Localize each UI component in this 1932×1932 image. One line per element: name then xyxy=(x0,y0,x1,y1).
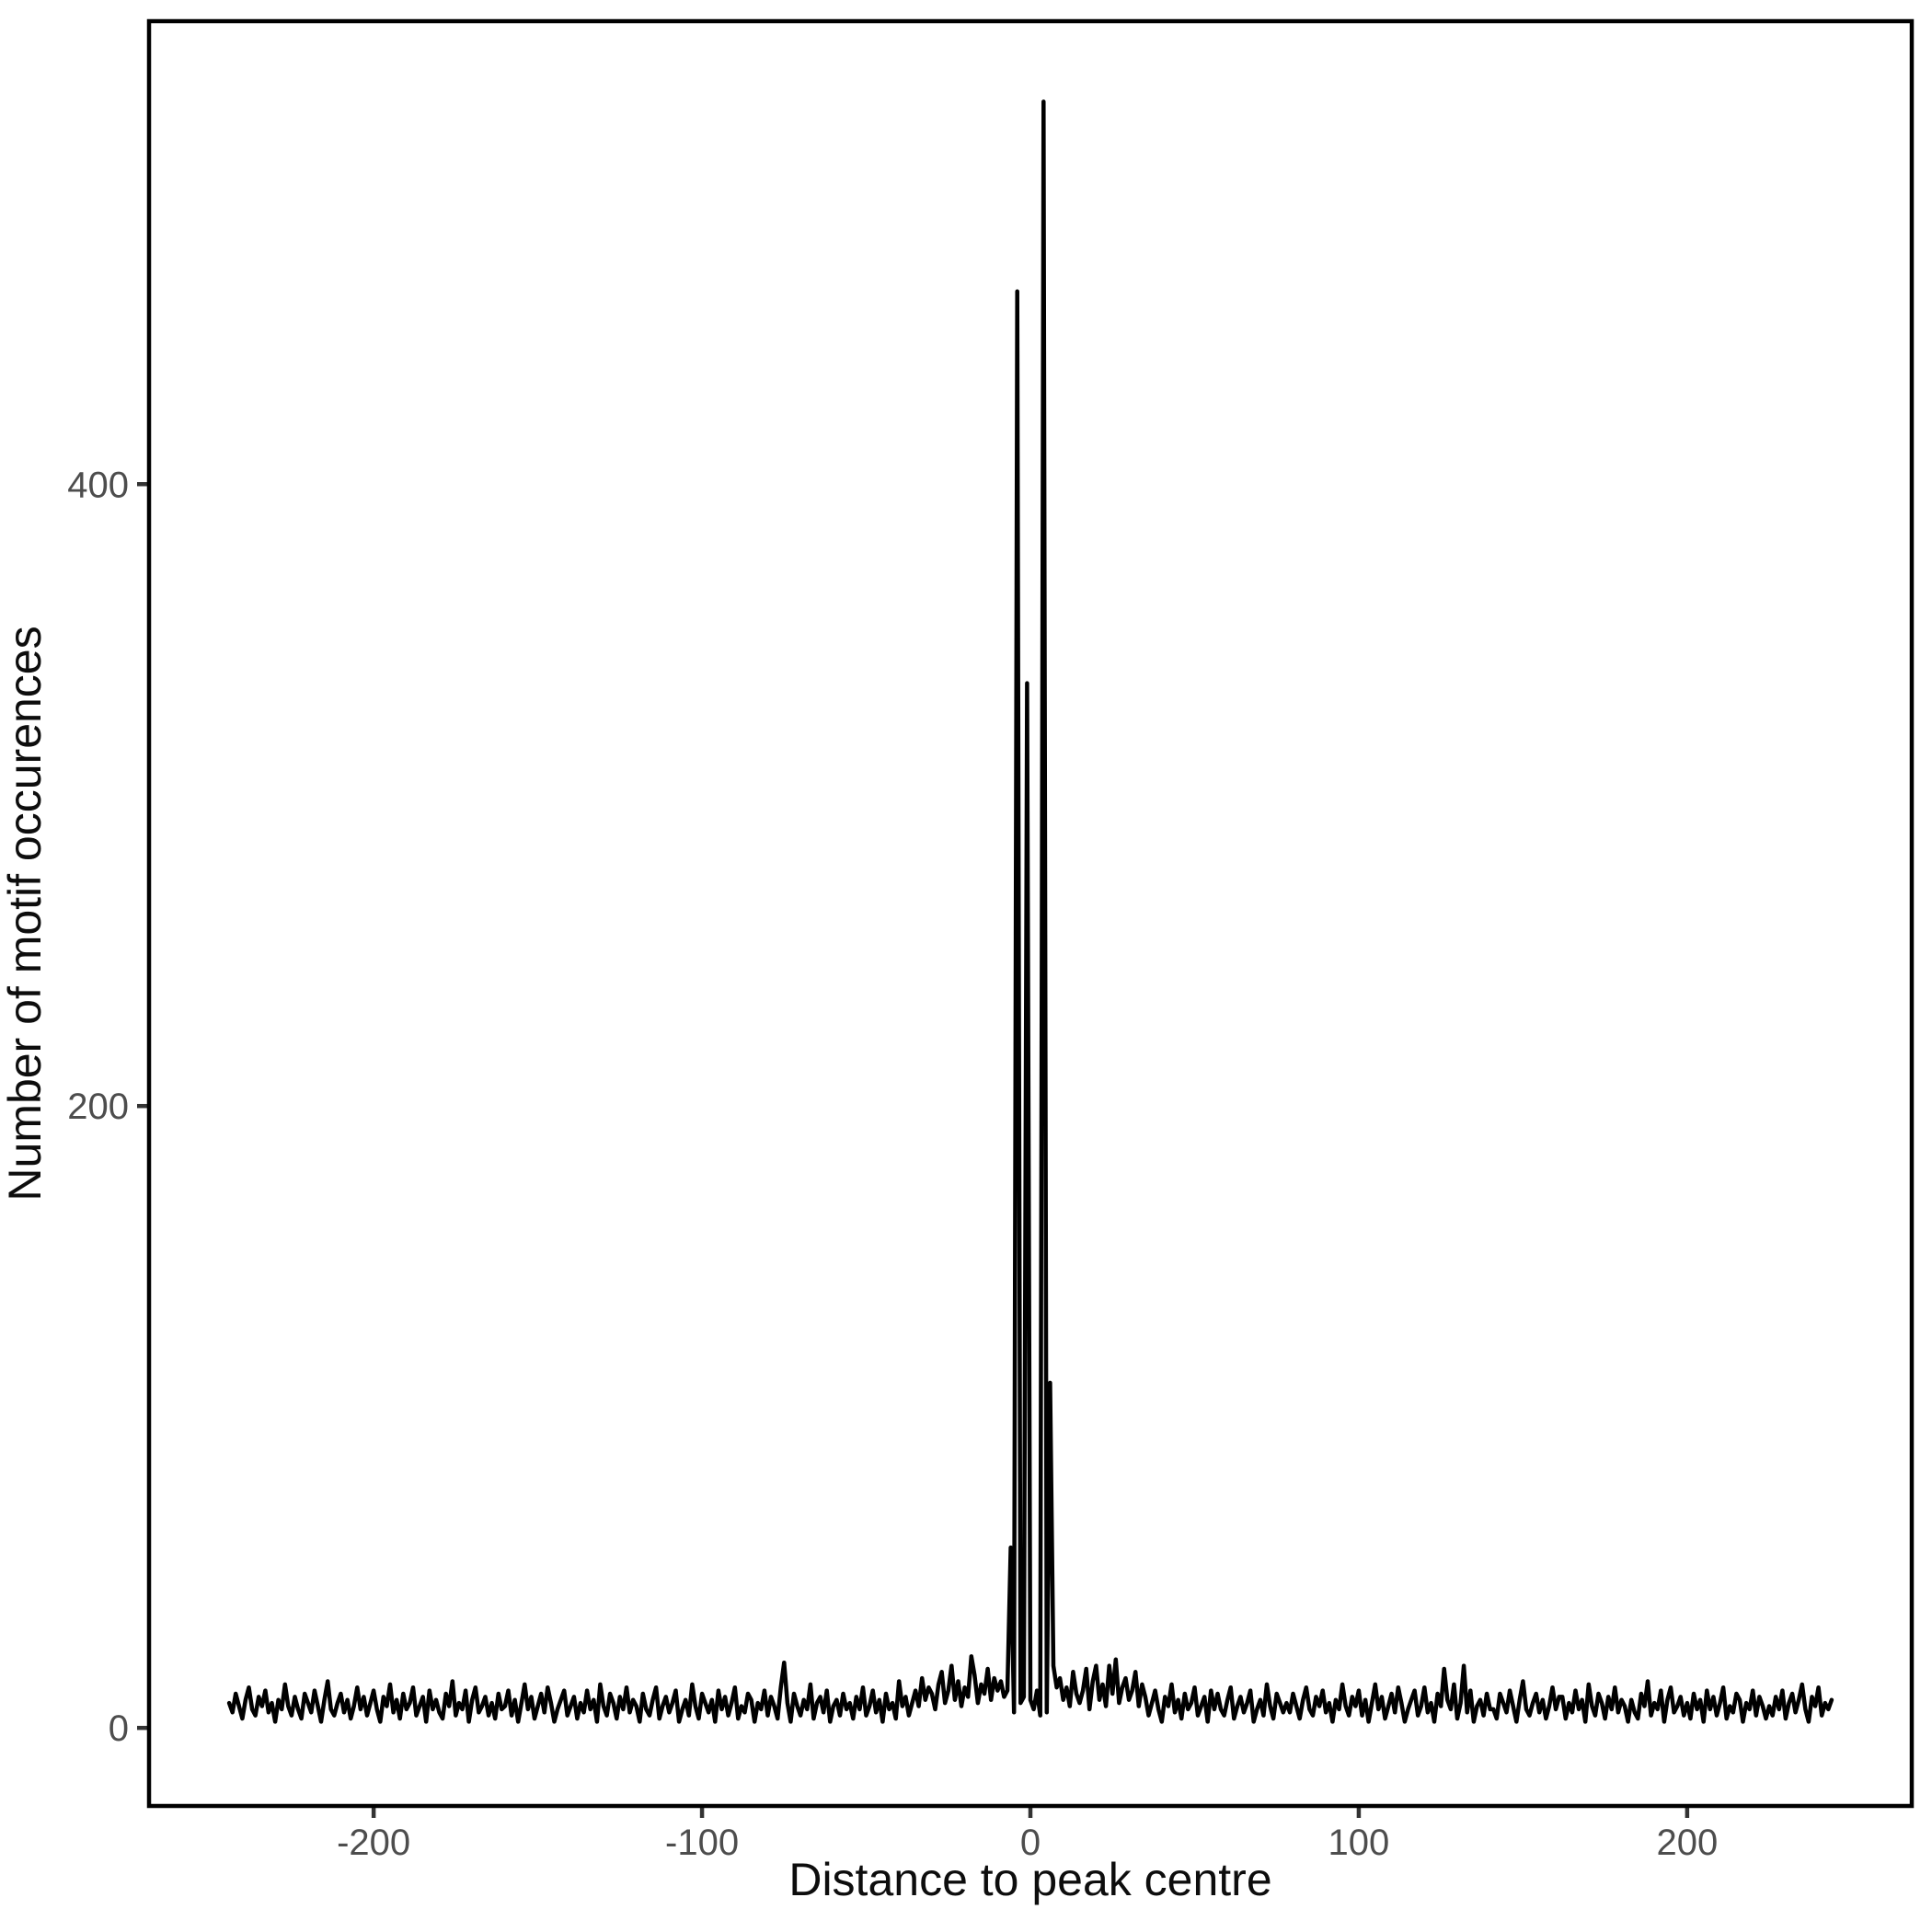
y-axis-tick-labels: 0 200 400 xyxy=(67,465,129,1749)
y-tick-label: 400 xyxy=(67,465,129,505)
x-tick-label: -200 xyxy=(337,1823,410,1863)
x-tick-label: 200 xyxy=(1656,1823,1718,1863)
x-tick-label: -100 xyxy=(665,1823,739,1863)
x-axis-tick-labels: -200 -100 0 100 200 xyxy=(337,1823,1718,1863)
x-axis-title: Distance to peak centre xyxy=(788,1854,1271,1905)
y-tick-label: 200 xyxy=(67,1087,129,1127)
plot-panel-border xyxy=(146,18,1915,1809)
y-tick-label: 0 xyxy=(109,1708,129,1749)
x-tick-label: 100 xyxy=(1328,1823,1390,1863)
x-tick-label: 0 xyxy=(1020,1823,1041,1863)
axis-tick-marks xyxy=(137,482,1690,1818)
data-line xyxy=(226,99,1834,1724)
y-axis-title: Number of motif occurences xyxy=(0,626,51,1201)
